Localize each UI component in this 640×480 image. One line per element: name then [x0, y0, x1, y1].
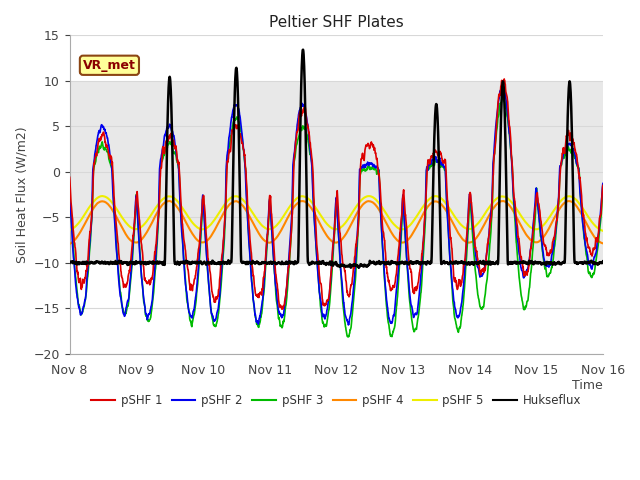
Title: Peltier SHF Plates: Peltier SHF Plates	[269, 15, 404, 30]
Bar	[70, 81, 603, 263]
Text: VR_met: VR_met	[83, 59, 136, 72]
X-axis label: Time: Time	[572, 379, 603, 392]
Legend: pSHF 1, pSHF 2, pSHF 3, pSHF 4, pSHF 5, Hukseflux: pSHF 1, pSHF 2, pSHF 3, pSHF 4, pSHF 5, …	[86, 389, 586, 411]
Y-axis label: Soil Heat Flux (W/m2): Soil Heat Flux (W/m2)	[15, 126, 28, 263]
